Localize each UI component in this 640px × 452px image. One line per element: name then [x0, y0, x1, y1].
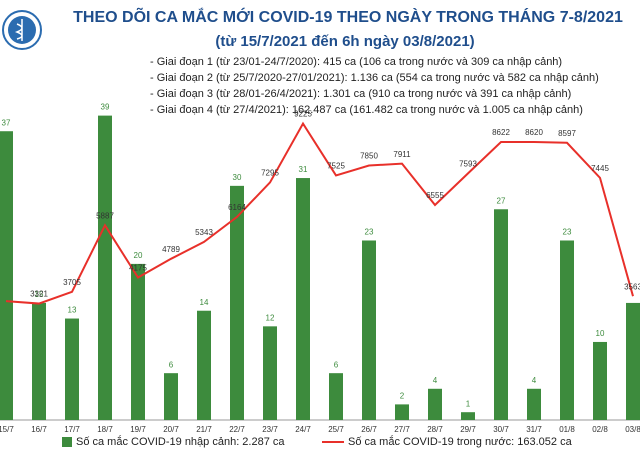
bar	[230, 185, 244, 420]
x-tick-label: 17/7	[64, 425, 80, 434]
data-label: 7593	[459, 159, 477, 168]
data-label: 7525	[327, 162, 345, 171]
x-tick-label: 24/7	[295, 425, 311, 434]
data-label: 15	[35, 290, 44, 299]
annotation: - Giai đoạn 2 (từ 25/7/2020-27/01/2021):…	[150, 72, 599, 84]
bar	[32, 302, 46, 420]
data-label: 6555	[426, 191, 444, 200]
data-label: 8620	[525, 128, 543, 137]
data-label: 2	[400, 391, 405, 400]
annotation: - Giai đoạn 1 (từ 23/01-24/7/2020): 415 …	[150, 56, 562, 68]
x-tick-label: 28/7	[427, 425, 443, 434]
logo	[2, 10, 42, 50]
line	[5, 121, 634, 305]
data-label: 37	[2, 118, 11, 127]
legend-swatch	[62, 437, 72, 447]
bar	[626, 302, 640, 420]
bar	[98, 115, 112, 421]
x-tick-label: 15/7	[0, 425, 14, 434]
x-tick-label: 20/7	[163, 425, 179, 434]
x-tick-label: 31/7	[526, 425, 542, 434]
x-tick-label: 03/8	[625, 425, 640, 434]
x-tick-label: 01/8	[559, 425, 575, 434]
bar	[0, 131, 13, 420]
x-tick-label: 23/7	[262, 425, 278, 434]
data-label: 39	[101, 103, 110, 112]
bar	[527, 388, 541, 420]
x-tick-label: 25/7	[328, 425, 344, 434]
data-label: 3563	[624, 282, 640, 291]
chart-subtitle: (từ 15/7/2021 đến 6h ngày 03/8/2021)	[215, 33, 474, 50]
data-label: 14	[200, 298, 209, 307]
data-label: 31	[299, 165, 308, 174]
data-label: 4	[532, 376, 537, 385]
bar	[65, 318, 79, 420]
data-label: 10	[596, 329, 605, 338]
data-label: 4	[433, 376, 438, 385]
bar	[428, 388, 442, 420]
bar	[560, 240, 574, 420]
data-label: 6	[169, 360, 174, 369]
x-tick-label: 29/7	[460, 425, 476, 434]
x-tick-label: 26/7	[361, 425, 377, 434]
chart-title: THEO DÕI CA MẮC MỚI COVID-19 THEO NGÀY T…	[73, 6, 623, 26]
x-tick-label: 27/7	[394, 425, 410, 434]
legend-label: Số ca mắc COVID-19 trong nước: 163.052 c…	[348, 435, 573, 448]
data-label: 30	[233, 173, 242, 182]
bar	[593, 341, 607, 420]
bar	[395, 404, 409, 420]
data-label: 27	[497, 196, 506, 205]
data-label: 3705	[63, 278, 81, 287]
data-label: 7445	[591, 164, 609, 173]
x-tick-label: 21/7	[196, 425, 212, 434]
bar	[164, 373, 178, 420]
data-label: 23	[563, 228, 572, 237]
bar	[263, 326, 277, 420]
x-tick-label: 16/7	[31, 425, 47, 434]
data-label: 5343	[195, 228, 213, 237]
x-tick-label: 22/7	[229, 425, 245, 434]
bar	[461, 412, 475, 420]
legend-label: Số ca mắc COVID-19 nhập cảnh: 2.287 ca	[76, 435, 285, 448]
x-tick-label: 30/7	[493, 425, 509, 434]
bar	[131, 263, 145, 420]
bar	[296, 178, 310, 420]
bar	[362, 240, 376, 420]
data-label: 9225	[294, 110, 312, 119]
bar	[494, 209, 508, 420]
data-label: 3321	[30, 290, 48, 299]
x-tick-label: 18/7	[97, 425, 113, 434]
data-label: 7911	[393, 150, 411, 159]
annotation: - Giai đoạn 4 (từ 27/4/2021): 162.487 ca…	[150, 104, 583, 116]
data-label: 13	[68, 306, 77, 315]
data-label: 12	[266, 313, 275, 322]
data-label: 5887	[96, 211, 114, 220]
data-label: 1	[466, 399, 471, 408]
data-label: 4789	[162, 245, 180, 254]
data-label: 23	[365, 228, 374, 237]
x-tick-label: 02/8	[592, 425, 608, 434]
data-label: 8597	[558, 129, 576, 138]
bar	[329, 373, 343, 420]
bar	[197, 310, 211, 420]
data-label: 8622	[492, 128, 510, 137]
data-label: 4175	[129, 264, 147, 273]
data-label: 7295	[261, 169, 279, 178]
annotation: - Giai đoạn 3 (từ 28/01-26/4/2021): 1.30…	[150, 88, 571, 100]
x-tick-label: 19/7	[130, 425, 146, 434]
data-label: 20	[134, 251, 143, 260]
data-label: 6	[334, 360, 339, 369]
data-label: 7850	[360, 152, 378, 161]
data-label: 6164	[228, 203, 246, 212]
